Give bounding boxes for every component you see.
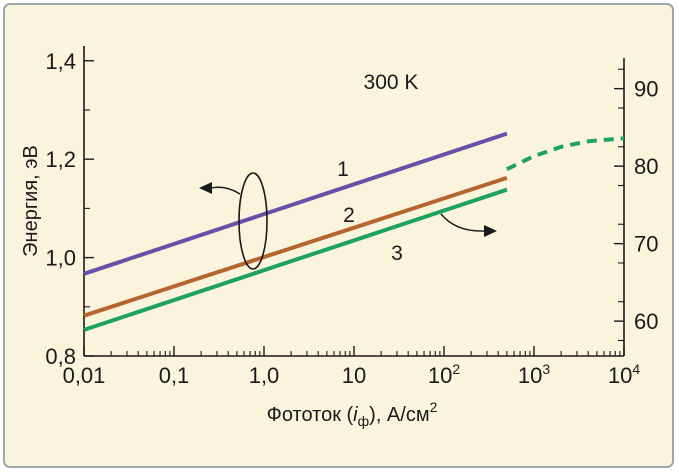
- y-right-tick-label: 60: [634, 309, 658, 334]
- y-axis-title: Энергия, эВ: [20, 145, 42, 257]
- series-layer: [83, 131, 625, 332]
- y-tick-label: 1,2: [45, 147, 76, 172]
- axes: [83, 46, 625, 357]
- y-right-tick-label: 90: [634, 77, 658, 102]
- y-right-tick-label: 80: [634, 154, 658, 179]
- x-axis-title: Фототок (iф), А/см2: [267, 399, 438, 429]
- x-tick-label: 10: [342, 363, 366, 388]
- right-axis-arrow-head: [484, 225, 497, 237]
- y-tick-label: 1,0: [45, 246, 76, 271]
- y-tick-label: 1,4: [45, 49, 76, 74]
- left-axis-arrow-head: [199, 182, 212, 194]
- figure-frame: [3, 3, 674, 468]
- y-tick-label: 0,8: [45, 344, 76, 369]
- y-right-tick-label: 70: [634, 232, 658, 257]
- series-line-3-extension: [506, 136, 625, 172]
- x-tick-label: 0,01: [63, 363, 106, 388]
- annotations: 1 2 3 300 K: [199, 71, 497, 270]
- series-line-3: [83, 187, 508, 332]
- x-tick-label: 0,1: [159, 363, 190, 388]
- labels: 0,01 0,1 1,0 10 102 103 104 0,8 1,0 1,2 1,4 60 70 80 9…: [20, 49, 658, 429]
- series-line-1: [83, 131, 508, 276]
- x-tick-label: 1,0: [249, 363, 280, 388]
- series-line-2: [83, 175, 508, 318]
- x-tick-label: 103: [518, 361, 550, 388]
- right-axis-arrow-line: [440, 213, 485, 232]
- series-label-1: 1: [337, 158, 349, 181]
- temperature-label: 300 K: [364, 71, 419, 94]
- x-tick-label: 104: [608, 361, 640, 388]
- series-label-3: 3: [391, 242, 403, 265]
- left-axis-arrow-line: [210, 186, 241, 195]
- series-label-2: 2: [343, 204, 355, 227]
- ticks: [83, 60, 625, 357]
- grouping-ellipse: [238, 172, 268, 270]
- x-tick-label: 102: [428, 361, 460, 388]
